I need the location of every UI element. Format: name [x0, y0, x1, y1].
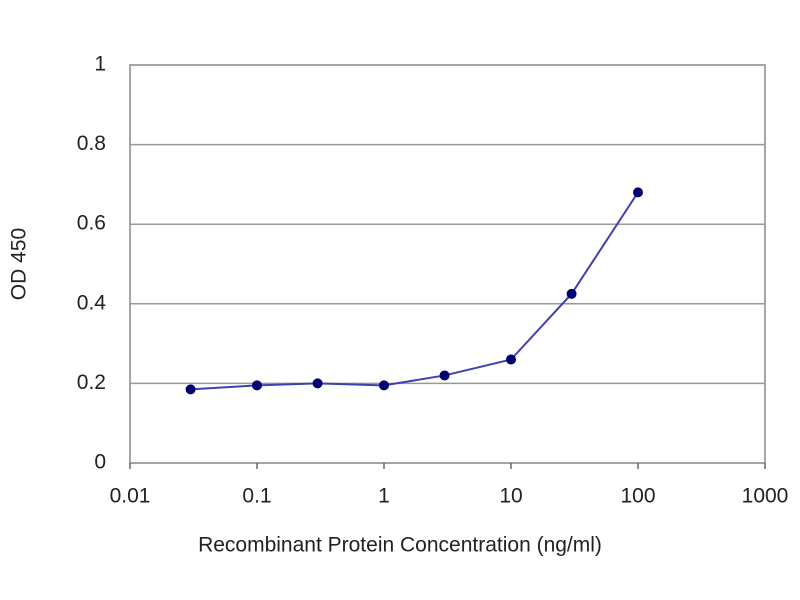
x-axis-label: Recombinant Protein Concentration (ng/ml… — [198, 534, 602, 557]
x-tick-label: 0.1 — [242, 485, 271, 508]
data-point — [633, 187, 643, 198]
data-point — [252, 380, 262, 391]
y-tick-label: 0 — [94, 451, 106, 474]
x-tick-label: 0.01 — [110, 485, 151, 508]
y-tick-label: 0.2 — [77, 371, 106, 394]
data-point — [566, 288, 577, 299]
data-point — [506, 354, 516, 365]
x-tick-label: 100 — [620, 485, 655, 508]
plot-area — [129, 64, 766, 464]
y-tick-label: 0.4 — [77, 291, 107, 314]
y-axis-label: OD 450 — [8, 228, 31, 300]
data-point — [379, 380, 389, 391]
y-tick-label: 0.8 — [77, 132, 106, 155]
data-point — [185, 384, 196, 395]
data-point — [312, 378, 323, 389]
x-tick-label: 1 — [378, 485, 390, 508]
y-tick-label: 0.6 — [77, 212, 106, 235]
x-tick-label: 1000 — [742, 485, 789, 508]
x-tick-label: 10 — [499, 485, 522, 508]
data-line — [190, 191, 639, 391]
data-point — [439, 370, 450, 381]
y-tick-label: 1 — [94, 53, 106, 76]
